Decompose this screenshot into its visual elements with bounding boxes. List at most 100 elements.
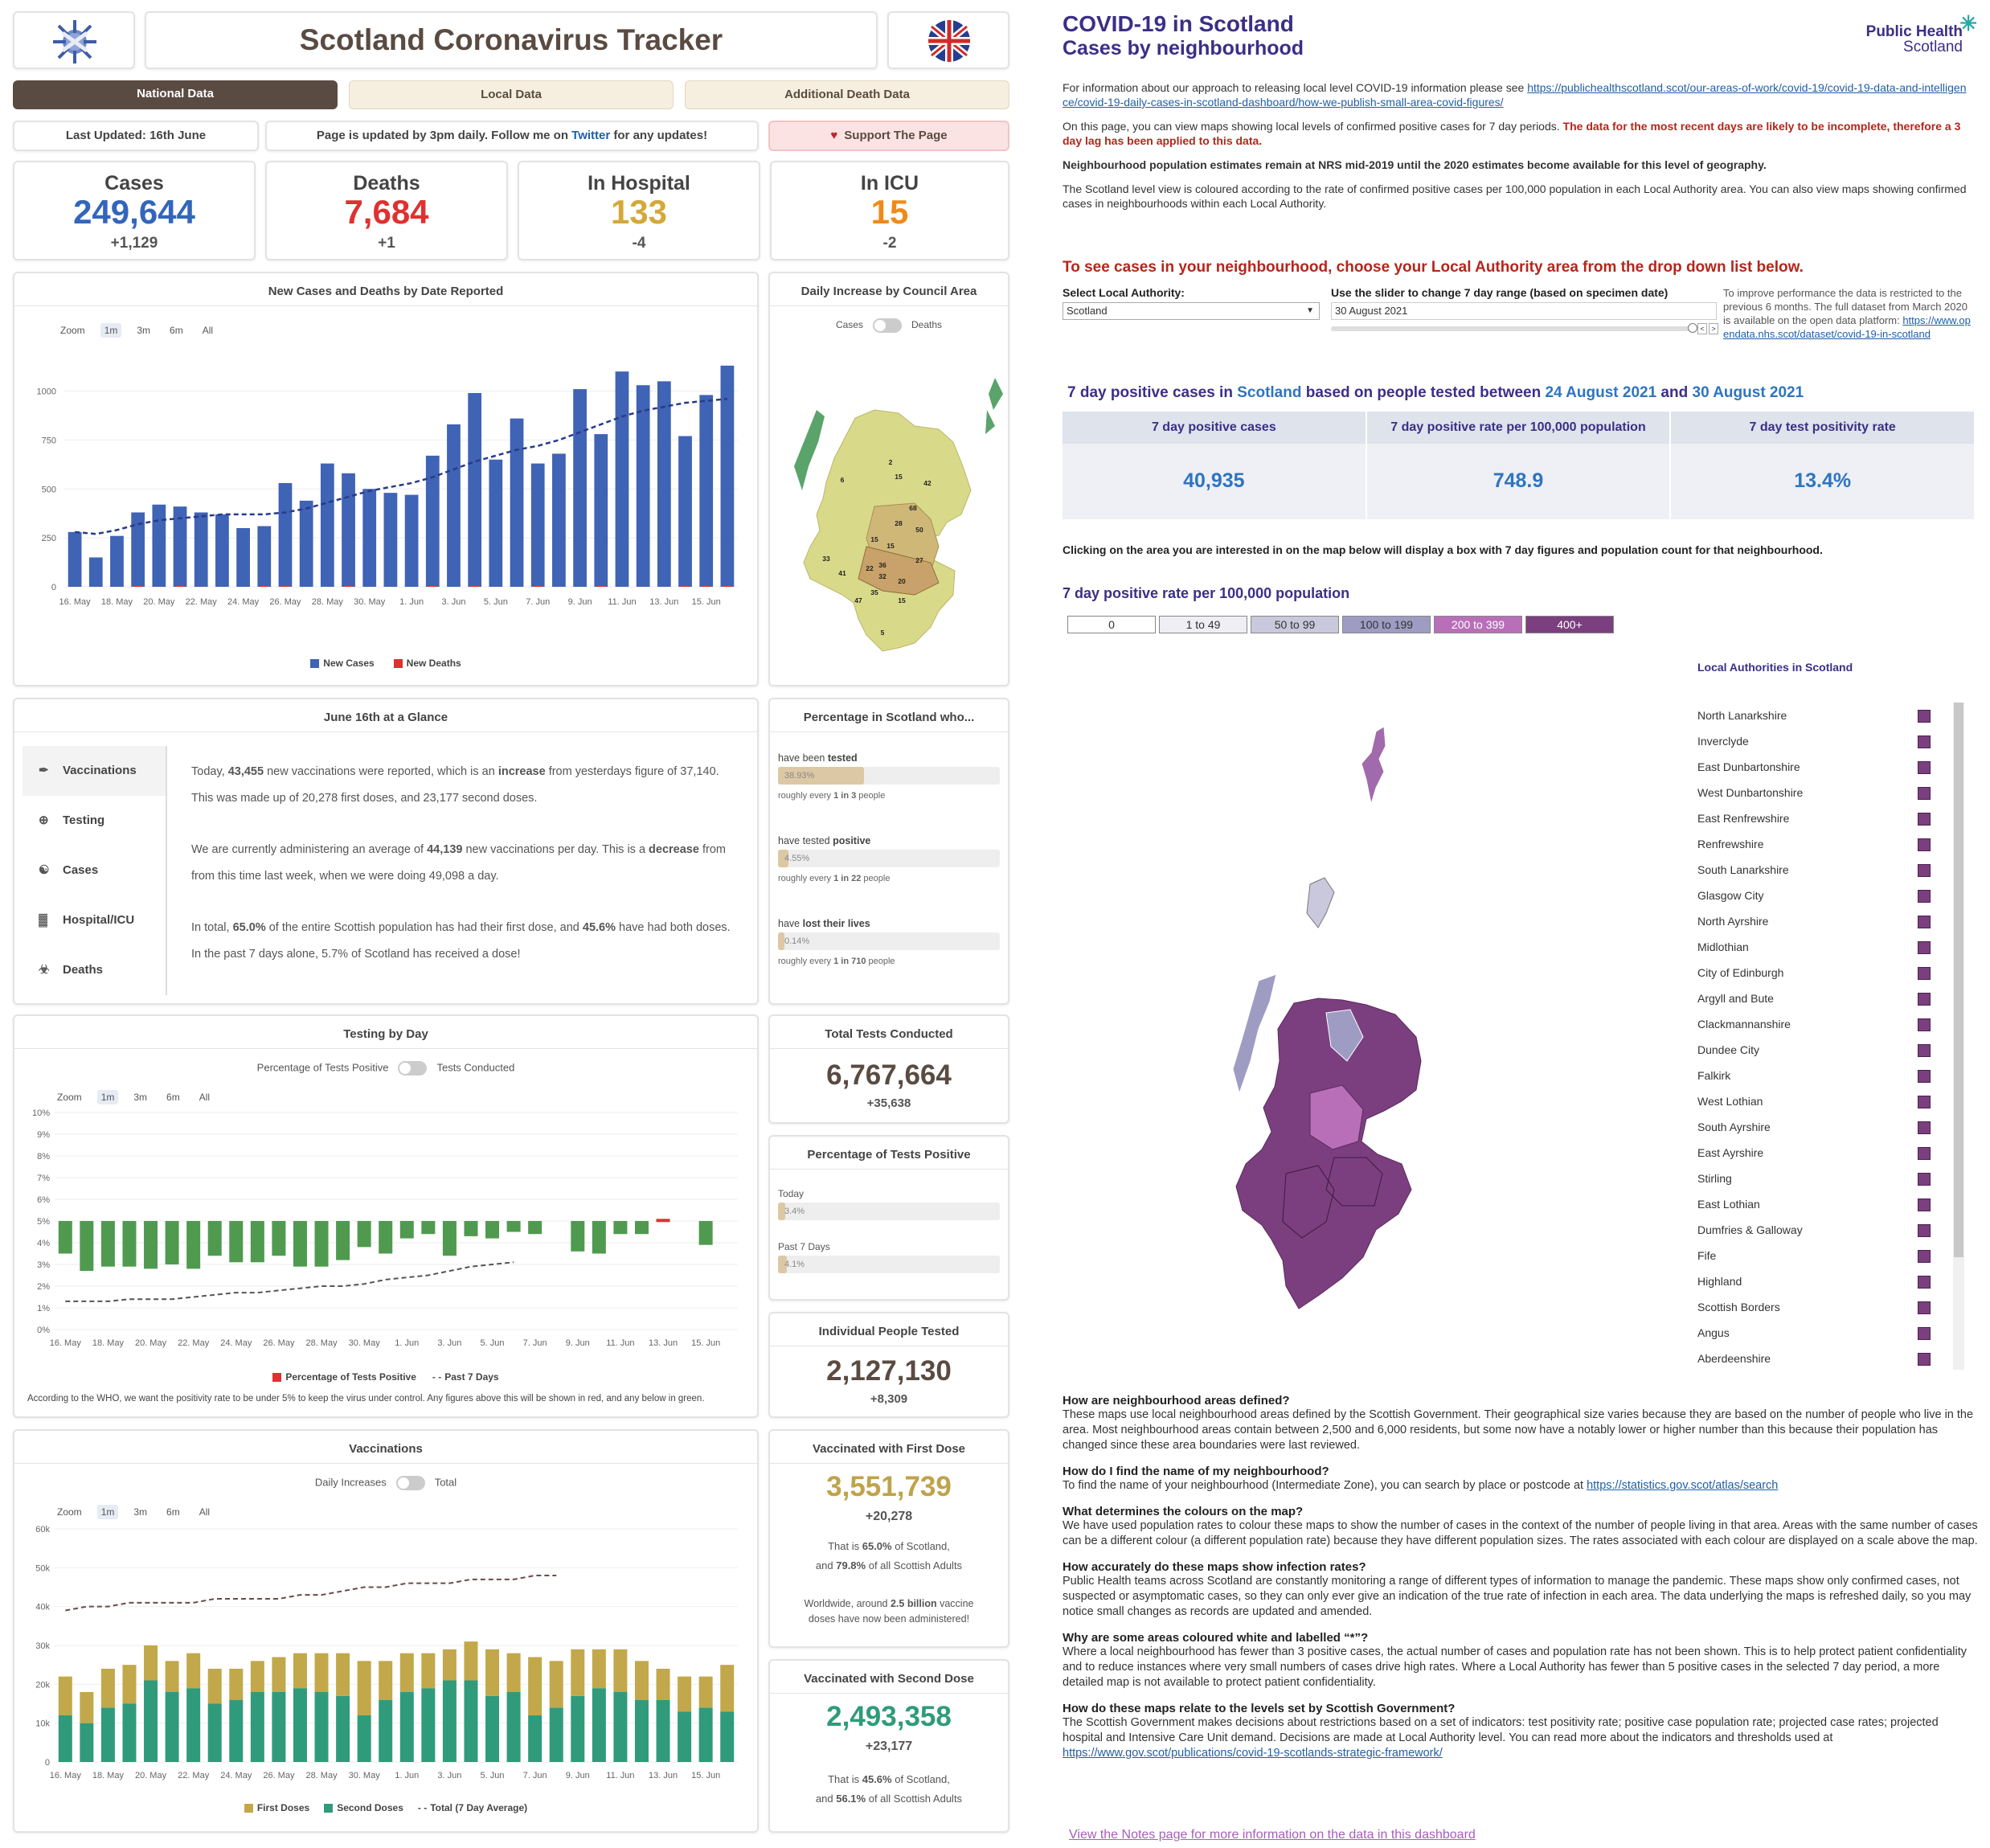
la-list-item[interactable]: Falkirk bbox=[1697, 1063, 1931, 1088]
la-list-item[interactable]: East Dunbartonshire bbox=[1697, 754, 1931, 780]
la-list-item[interactable]: West Lothian bbox=[1697, 1088, 1931, 1114]
la-list-item[interactable]: South Ayrshire bbox=[1697, 1114, 1931, 1140]
la-list-item[interactable]: Glasgow City bbox=[1697, 883, 1931, 908]
zoom-all[interactable]: All bbox=[199, 1092, 211, 1103]
slider-next-button[interactable]: > bbox=[1709, 323, 1718, 334]
date-slider[interactable] bbox=[1331, 323, 1697, 333]
la-scrollbar-thumb[interactable] bbox=[1954, 703, 1963, 1257]
support-button[interactable]: ♥ Support The Page bbox=[768, 121, 1009, 151]
la-list-item[interactable]: East Ayrshire bbox=[1697, 1140, 1931, 1166]
last-updated-box: Last Updated: 16th June bbox=[13, 121, 259, 151]
la-list-item[interactable]: Clackmannanshire bbox=[1697, 1011, 1931, 1037]
bar-second-doses bbox=[314, 1692, 329, 1762]
la-list-item[interactable]: West Dunbartonshire bbox=[1697, 780, 1931, 805]
la-colour-swatch bbox=[1918, 761, 1931, 774]
la-list-item[interactable]: East Lothian bbox=[1697, 1191, 1931, 1217]
zoom-1m[interactable]: 1m bbox=[96, 1090, 119, 1104]
testing-zoom: Zoom 1m 3m 6m All bbox=[53, 1090, 225, 1104]
slider-handle[interactable] bbox=[1688, 323, 1697, 333]
percentage-bar: 4.55% bbox=[778, 850, 1000, 867]
glance-tab-vaccinations[interactable]: ✒ Vaccinations bbox=[23, 746, 166, 796]
opendata-link[interactable]: https://www.opendata.nhs.scot/dataset/co… bbox=[1723, 314, 1971, 340]
twitter-link[interactable]: Twitter bbox=[571, 129, 611, 142]
pct-tests-toggle[interactable] bbox=[398, 1061, 428, 1076]
zoom-3m[interactable]: 3m bbox=[137, 325, 151, 336]
la-list-item[interactable]: Scottish Borders bbox=[1697, 1294, 1931, 1320]
pct-positive-card: Percentage of Tests Positive Today 3.4% … bbox=[768, 1135, 1009, 1301]
la-list-item[interactable]: Argyll and Bute bbox=[1697, 985, 1931, 1011]
la-list-item[interactable]: Dumfries & Galloway bbox=[1697, 1217, 1931, 1243]
update-note-pre: Page is updated by 3pm daily. Follow me … bbox=[316, 129, 572, 142]
la-list-item[interactable]: Renfrewshire bbox=[1697, 831, 1931, 857]
la-list-item[interactable]: Fife bbox=[1697, 1243, 1931, 1268]
la-list-item[interactable]: Highland bbox=[1697, 1268, 1931, 1294]
nav-national-data[interactable]: National Data bbox=[13, 80, 338, 109]
faq-link[interactable]: https://www.gov.scot/publications/covid-… bbox=[1063, 1747, 1443, 1760]
zoom-6m[interactable]: 6m bbox=[170, 325, 183, 336]
legend-second-doses[interactable]: Second Doses bbox=[337, 1802, 403, 1813]
zoom-6m[interactable]: 6m bbox=[166, 1506, 180, 1518]
la-list: North Lanarkshire Inverclyde East Dunbarto… bbox=[1697, 703, 1931, 1371]
notes-link[interactable]: View the Notes page for more information… bbox=[1069, 1828, 1476, 1842]
la-name: South Ayrshire bbox=[1697, 1121, 1771, 1133]
la-name: Dumfries & Galloway bbox=[1697, 1223, 1803, 1236]
bar-second-doses bbox=[80, 1723, 94, 1762]
zoom-all[interactable]: All bbox=[199, 1506, 211, 1518]
bar-second-doses bbox=[122, 1703, 137, 1762]
scotland-map[interactable] bbox=[1206, 723, 1479, 1350]
glance-tab-hospital[interactable]: ▓ Hospital/ICU bbox=[23, 895, 166, 945]
daily-total-toggle[interactable] bbox=[395, 1476, 425, 1490]
nav-additional-death-data[interactable]: Additional Death Data bbox=[685, 80, 1009, 109]
la-list-item[interactable]: North Lanarkshire bbox=[1697, 703, 1931, 728]
cases-deaths-toggle[interactable] bbox=[872, 318, 902, 333]
legend-total-avg[interactable]: Total (7 Day Average) bbox=[430, 1802, 528, 1813]
zoom-3m[interactable]: 3m bbox=[133, 1506, 148, 1518]
legend-first-doses[interactable]: First Doses bbox=[256, 1802, 310, 1813]
phs-intro-link[interactable]: https://publichealthscotland.scot/our-ar… bbox=[1063, 81, 1967, 109]
la-list-item[interactable]: Angus bbox=[1697, 1320, 1931, 1346]
faq-link[interactable]: https://statistics.gov.scot/atlas/search bbox=[1587, 1479, 1779, 1492]
zoom-all[interactable]: All bbox=[202, 325, 214, 336]
la-list-item[interactable]: Inverclyde bbox=[1697, 728, 1931, 754]
x-tick-label: 13. Jun bbox=[649, 1338, 678, 1348]
legend-past-7[interactable]: Past 7 Days bbox=[444, 1371, 499, 1383]
la-list-item[interactable]: Midlothian bbox=[1697, 934, 1931, 960]
legend-new-deaths[interactable]: New Deaths bbox=[406, 658, 461, 669]
glance-tab-testing[interactable]: ⊕ Testing bbox=[23, 796, 166, 846]
glance-p2: We are currently administering an averag… bbox=[191, 843, 726, 883]
bar-first-doses bbox=[272, 1657, 286, 1692]
glance-tab-cases[interactable]: ☯ Cases bbox=[23, 846, 166, 895]
legend-new-cases[interactable]: New Cases bbox=[323, 658, 375, 669]
slider-prev-button[interactable]: < bbox=[1697, 323, 1707, 334]
zoom-3m[interactable]: 3m bbox=[133, 1092, 148, 1103]
bar-new-deaths bbox=[533, 585, 543, 587]
rate-band: 1 to 49 bbox=[1159, 616, 1247, 633]
la-select[interactable]: Scotland ▼ bbox=[1063, 302, 1320, 320]
la-list-item[interactable]: City of Edinburgh bbox=[1697, 960, 1931, 985]
zoom-1m[interactable]: 1m bbox=[100, 323, 122, 338]
glance-tab-deaths[interactable]: ☣ Deaths bbox=[23, 945, 166, 995]
legend-pct-positive[interactable]: Percentage of Tests Positive bbox=[285, 1371, 416, 1383]
phs-p4: The Scotland level view is coloured acco… bbox=[1063, 182, 1967, 210]
nav-local-data[interactable]: Local Data bbox=[349, 80, 674, 109]
bar-new-deaths bbox=[133, 585, 142, 587]
la-colour-swatch bbox=[1918, 1018, 1931, 1031]
la-list-item[interactable]: Aberdeenshire bbox=[1697, 1346, 1931, 1371]
bar-new-deaths bbox=[723, 585, 732, 587]
la-scrollbar[interactable] bbox=[1953, 703, 1964, 1370]
y-tick-label: 9% bbox=[37, 1130, 50, 1140]
la-list-item[interactable]: North Ayrshire bbox=[1697, 908, 1931, 934]
la-list-item[interactable]: South Lanarkshire bbox=[1697, 857, 1931, 883]
x-tick-label: 30. May bbox=[349, 1338, 381, 1348]
x-tick-label: 20. May bbox=[135, 1338, 167, 1348]
la-list-item[interactable]: Stirling bbox=[1697, 1166, 1931, 1191]
x-tick-label: 7. Jun bbox=[526, 597, 550, 607]
la-name: Angus bbox=[1697, 1326, 1730, 1339]
update-note-box: Page is updated by 3pm daily. Follow me … bbox=[265, 121, 759, 151]
zoom-6m[interactable]: 6m bbox=[166, 1092, 180, 1103]
percentage-bar: 0.14% bbox=[778, 932, 1000, 950]
la-list-item[interactable]: Dundee City bbox=[1697, 1037, 1931, 1063]
la-list-item[interactable]: East Renfrewshire bbox=[1697, 805, 1931, 831]
zoom-1m[interactable]: 1m bbox=[96, 1505, 119, 1519]
